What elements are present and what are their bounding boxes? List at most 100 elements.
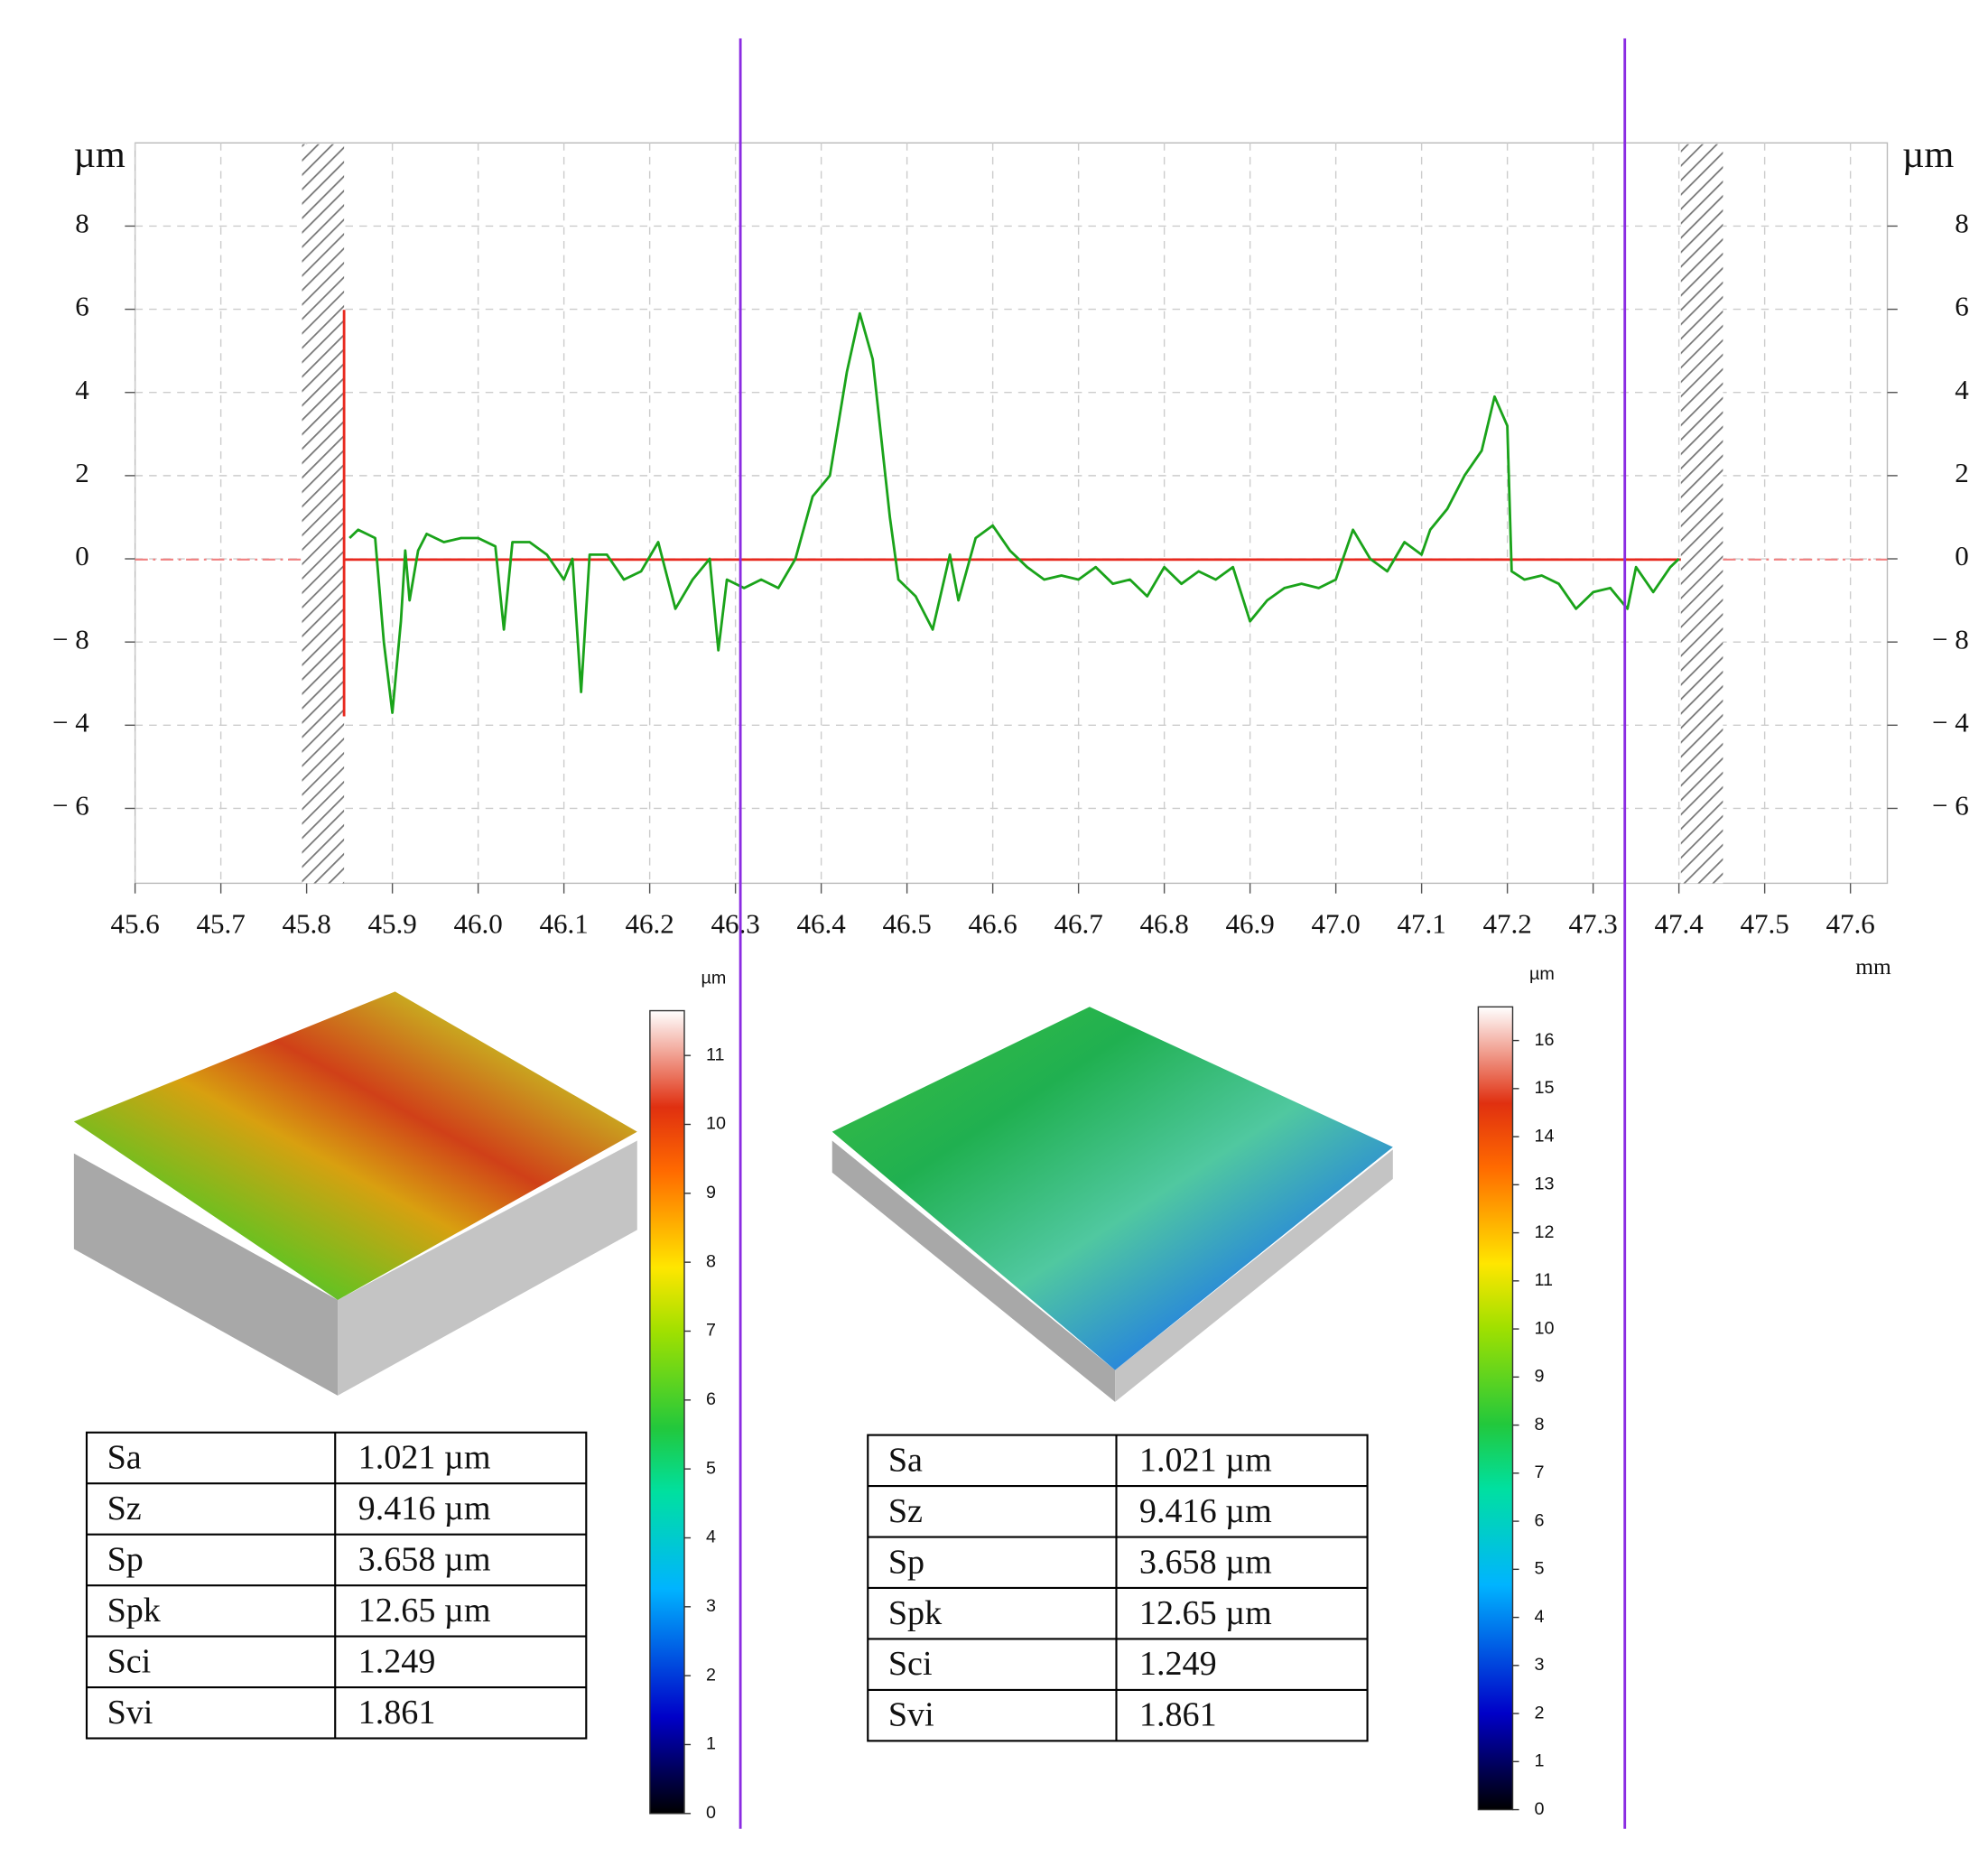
x-tick-label: 47.2	[1482, 908, 1531, 940]
table-cell: 1.861	[1139, 1696, 1217, 1734]
colorbar-tick-label: 11	[1534, 1270, 1553, 1290]
colorbar-tick-label: 0	[706, 1803, 716, 1823]
excluded-zone	[1680, 144, 1723, 884]
colorbar-tick-label: 5	[706, 1458, 716, 1478]
surface-3d-right	[831, 1007, 1393, 1402]
table-cell: Sz	[107, 1490, 142, 1527]
profile-line	[348, 311, 1680, 714]
colorbar-tick-label: 3	[706, 1596, 716, 1616]
y-tick-label: − 4	[52, 706, 89, 738]
x-tick-label: 47.3	[1568, 908, 1617, 940]
y-tick-label: 4	[75, 374, 89, 405]
x-tick-label: 45.6	[110, 908, 159, 940]
colorbar-tick-label: 2	[1534, 1703, 1544, 1722]
table-cell: 3.658 µm	[358, 1540, 491, 1578]
y-tick-label: − 8	[52, 623, 89, 655]
colorbar-tick-label: 9	[1534, 1367, 1544, 1387]
table-cell: Sp	[107, 1540, 144, 1578]
y2-tick-label: 2	[1955, 457, 1969, 488]
y-tick-label: 0	[75, 540, 89, 571]
x-tick-label: 47.0	[1311, 908, 1360, 940]
x-tick-label: 46.2	[625, 908, 674, 940]
table-cell: 1.861	[358, 1694, 436, 1732]
y-tick-label: 2	[75, 457, 89, 488]
colorbar-tick-label: 3	[1534, 1655, 1544, 1675]
y-tick-label: 8	[75, 208, 89, 239]
table-cell: Sci	[888, 1645, 933, 1683]
x-tick-label: 47.4	[1654, 908, 1704, 940]
colorbar-tick-label: 8	[1534, 1415, 1544, 1435]
colorbar-tick-label: 7	[1534, 1462, 1544, 1482]
y2-tick-label: 6	[1955, 291, 1969, 322]
colorbar-tick-label: 16	[1534, 1030, 1554, 1050]
x-tick-label: 46.6	[968, 908, 1017, 940]
x-tick-label: 45.7	[196, 908, 245, 940]
colorbar-tick-label: 15	[1534, 1078, 1554, 1098]
y2-tick-label: − 4	[1932, 706, 1969, 738]
tables: Sa 1.021 µm Sz 9.416 µm Sp 3.658 µm Spk 12.65 µ…	[85, 1431, 1369, 1742]
colorbar-unit: µm	[701, 968, 727, 988]
x-tick-label: 47.6	[1825, 908, 1874, 940]
table-cell: 9.416 µm	[1139, 1492, 1272, 1530]
table-cell: 12.65 µm	[358, 1592, 491, 1630]
x-tick-label: 46.0	[453, 908, 502, 940]
colorbar-tick-label: 1	[706, 1734, 716, 1754]
colorbar-tick-label: 8	[706, 1251, 716, 1271]
y-unit: µm	[73, 134, 125, 176]
table-cell: 1.249	[1139, 1645, 1217, 1683]
colorbar	[1477, 1006, 1514, 1811]
colorbar-tick-label: 5	[1534, 1559, 1544, 1579]
y2-tick-label: − 6	[1932, 790, 1969, 822]
surface-3d-left	[73, 991, 637, 1396]
x-tick-label: 46.8	[1139, 908, 1188, 940]
colorbars: µm01234567891011µm0123456789101112131415…	[649, 964, 1555, 1823]
colorbar-tick-label: 11	[706, 1045, 725, 1064]
table-cell: Svi	[107, 1694, 153, 1732]
colorbar-tick-label: 4	[706, 1527, 716, 1547]
colorbar-tick-label: 4	[1534, 1607, 1544, 1627]
colorbar-tick-label: 7	[706, 1321, 716, 1341]
y-tick-label: − 6	[52, 790, 89, 822]
colorbar-tick-label: 2	[706, 1665, 716, 1685]
x-tick-label: 46.9	[1225, 908, 1274, 940]
x-tick-label: 45.9	[367, 908, 416, 940]
table-cell: Spk	[888, 1594, 943, 1632]
excluded-zone	[302, 144, 345, 884]
x-tick-label: 47.5	[1740, 908, 1788, 940]
colorbar-tick-label: 13	[1534, 1175, 1554, 1194]
y2-tick-label: 4	[1955, 374, 1969, 405]
y-tick-label: 6	[75, 291, 89, 322]
x-tick-label: 46.1	[539, 908, 588, 940]
x-tick-label: 46.7	[1054, 908, 1102, 940]
x-tick-label: 45.8	[282, 908, 330, 940]
table-cell: 1.021 µm	[1139, 1441, 1272, 1479]
x-tick-label: 47.1	[1397, 908, 1445, 940]
table-cell: Sa	[888, 1441, 923, 1479]
x-tick-label: 46.5	[882, 908, 931, 940]
table-cell: Sa	[107, 1439, 142, 1477]
y2-tick-label: 8	[1955, 208, 1969, 239]
table-cell: Spk	[107, 1592, 162, 1630]
colorbar-tick-label: 6	[1534, 1510, 1544, 1530]
colorbar-tick-label: 12	[1534, 1222, 1554, 1242]
colorbar-tick-label: 10	[706, 1114, 726, 1134]
colorbar-unit: µm	[1529, 964, 1555, 984]
profile-layer	[348, 311, 1680, 714]
table-cell: 1.021 µm	[358, 1439, 491, 1477]
x-unit: mm	[1855, 954, 1891, 980]
table-cell: Sz	[888, 1492, 923, 1530]
colorbar-tick-label: 6	[706, 1389, 716, 1409]
table-cell: Sci	[107, 1642, 152, 1680]
table-cell: Svi	[888, 1696, 934, 1734]
y2-tick-label: 0	[1955, 540, 1969, 571]
y2-unit: µm	[1902, 134, 1954, 176]
table-cell: Sp	[888, 1543, 924, 1581]
table-cell: 1.249	[358, 1642, 436, 1680]
colorbar-tick-label: 10	[1534, 1318, 1554, 1338]
table-cell: 12.65 µm	[1139, 1594, 1272, 1632]
x-tick-label: 46.3	[711, 908, 759, 940]
colorbar	[649, 1009, 685, 1815]
colorbar-tick-label: 0	[1534, 1799, 1544, 1819]
colorbar-tick-label: 1	[1534, 1751, 1544, 1771]
